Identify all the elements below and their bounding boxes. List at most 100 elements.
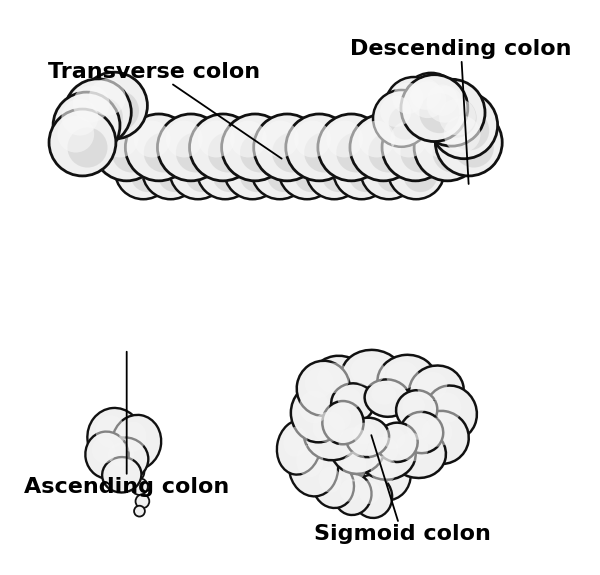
Circle shape [376,93,430,147]
Circle shape [391,121,427,158]
Circle shape [386,118,449,181]
Circle shape [418,89,452,122]
Ellipse shape [371,455,397,484]
Circle shape [97,118,160,181]
Circle shape [80,72,148,139]
Circle shape [336,132,376,172]
Circle shape [146,146,200,200]
Circle shape [364,146,418,200]
Circle shape [64,79,131,145]
Ellipse shape [343,451,367,481]
Ellipse shape [88,408,142,467]
Circle shape [142,143,199,199]
Circle shape [431,92,497,159]
Ellipse shape [317,363,350,393]
Circle shape [227,146,281,200]
Text: Descending colon: Descending colon [350,39,572,184]
Ellipse shape [322,401,364,444]
Ellipse shape [386,361,419,389]
Circle shape [200,146,254,200]
Circle shape [454,128,494,167]
Circle shape [231,148,262,179]
Ellipse shape [364,449,411,500]
Circle shape [83,97,123,137]
Circle shape [340,148,371,179]
Circle shape [368,148,399,179]
Circle shape [190,114,256,181]
Circle shape [376,158,410,192]
Ellipse shape [101,438,148,481]
Circle shape [149,148,181,179]
Circle shape [224,143,281,199]
Circle shape [112,132,152,172]
Ellipse shape [334,474,371,515]
Circle shape [278,143,335,199]
Circle shape [439,113,503,176]
Circle shape [282,146,336,200]
Circle shape [67,128,107,167]
Ellipse shape [396,433,428,461]
Circle shape [326,121,363,158]
Circle shape [129,118,193,181]
Circle shape [392,83,424,114]
Circle shape [176,132,216,172]
Ellipse shape [329,407,351,430]
Circle shape [382,114,449,181]
Circle shape [349,158,383,192]
Text: Transverse colon: Transverse colon [48,62,281,159]
Ellipse shape [331,384,374,423]
Circle shape [294,158,328,192]
Circle shape [262,121,299,158]
Circle shape [449,110,489,151]
Circle shape [53,92,120,159]
Ellipse shape [102,457,142,492]
Text: Ascending colon: Ascending colon [24,352,229,497]
Circle shape [401,93,435,126]
Circle shape [337,146,391,200]
Ellipse shape [336,444,379,499]
Circle shape [255,146,309,200]
Circle shape [230,121,267,158]
Ellipse shape [296,445,323,477]
Ellipse shape [108,443,134,466]
Ellipse shape [365,380,410,417]
Ellipse shape [85,432,129,478]
Circle shape [368,132,409,172]
Ellipse shape [422,417,452,447]
Circle shape [388,143,445,199]
Circle shape [391,146,445,200]
Circle shape [49,109,116,176]
Circle shape [400,132,440,172]
Ellipse shape [417,372,447,400]
Circle shape [118,146,172,200]
Circle shape [304,132,344,172]
Circle shape [433,132,473,172]
Circle shape [115,143,172,199]
Circle shape [84,76,148,139]
Circle shape [89,79,125,116]
Ellipse shape [92,438,116,463]
Circle shape [306,143,363,199]
Circle shape [422,83,485,147]
Circle shape [267,158,301,192]
Circle shape [289,118,353,181]
Ellipse shape [291,384,346,442]
Ellipse shape [108,462,130,481]
Ellipse shape [283,427,307,457]
Circle shape [439,98,476,135]
Ellipse shape [312,461,354,508]
Circle shape [389,106,423,140]
Circle shape [436,109,502,176]
Circle shape [198,121,235,158]
Ellipse shape [95,415,126,448]
Ellipse shape [414,411,469,464]
Ellipse shape [340,479,360,501]
Circle shape [57,96,120,159]
Circle shape [225,118,289,181]
Circle shape [434,95,498,159]
Circle shape [309,146,363,200]
Circle shape [389,81,443,135]
Circle shape [257,118,321,181]
Ellipse shape [289,438,338,496]
Circle shape [418,79,485,146]
